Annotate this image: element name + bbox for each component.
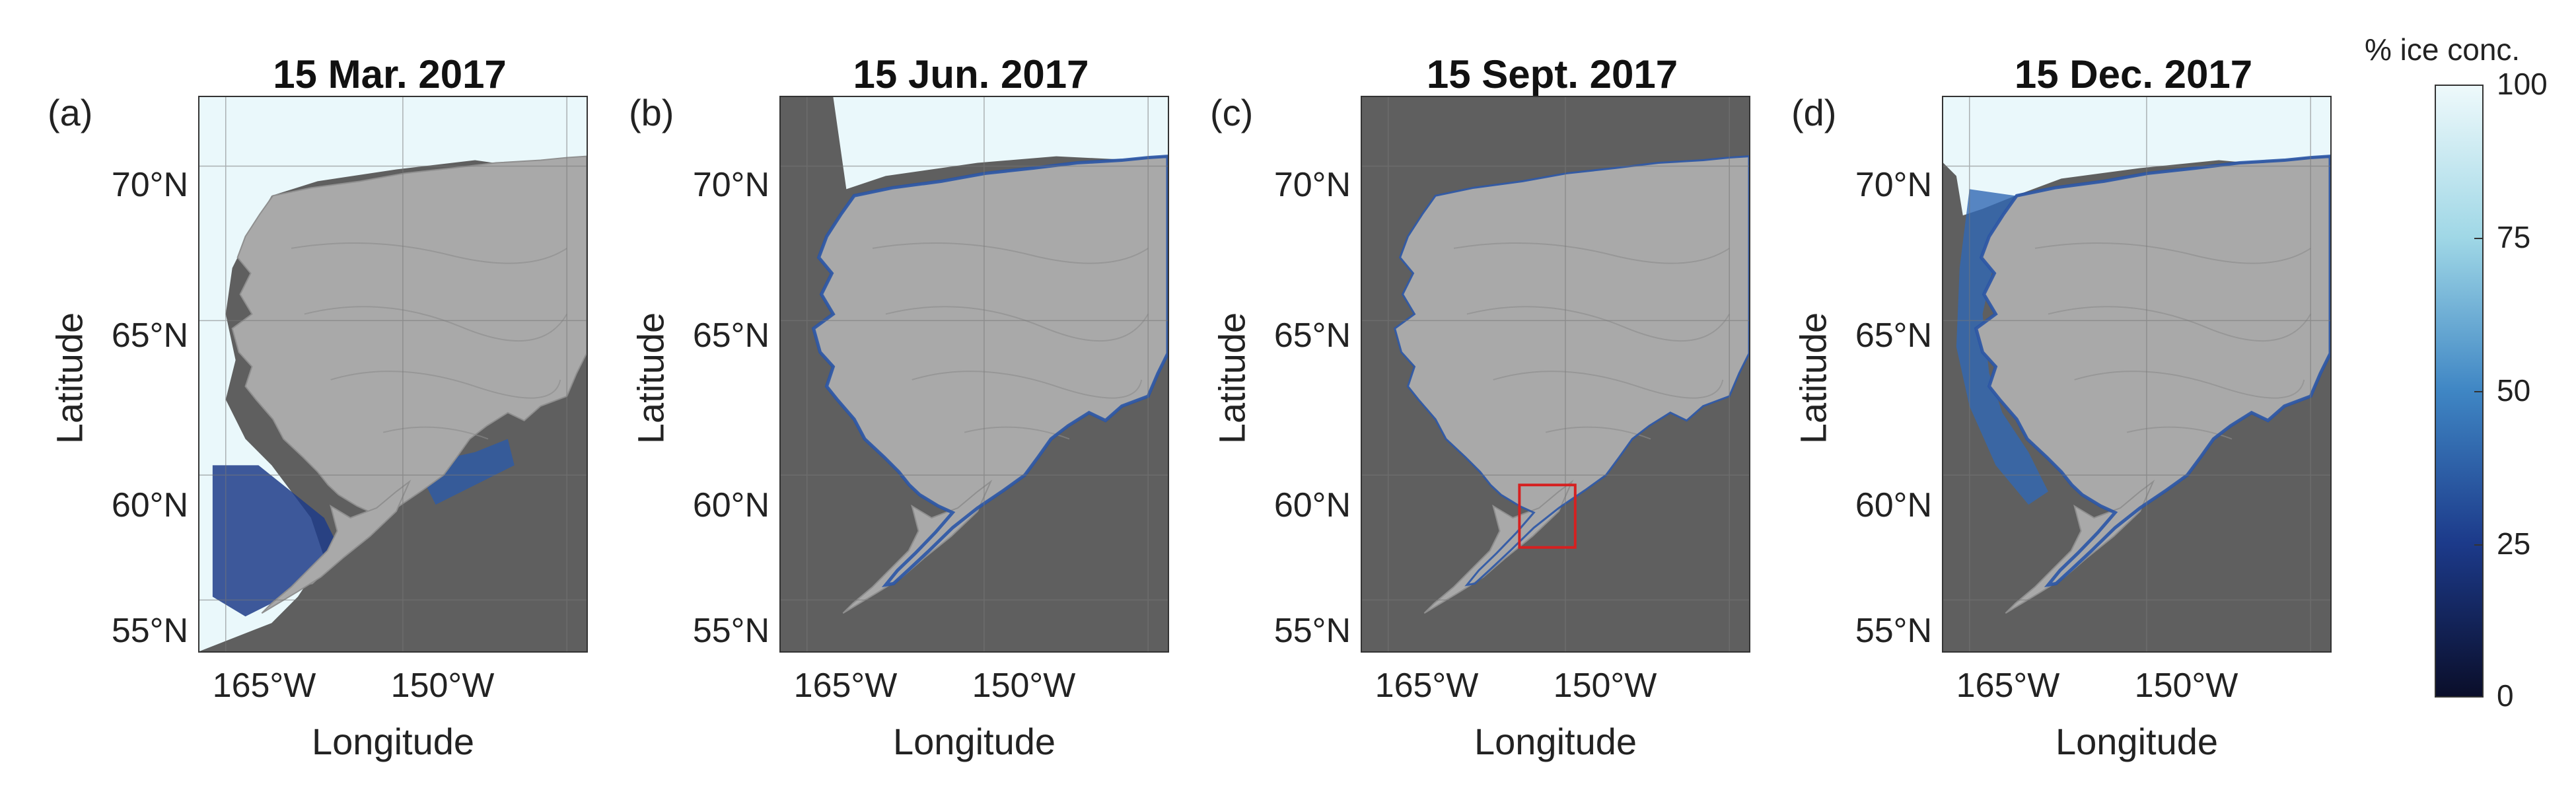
panel-d: (d) 15 Dec. 2017 70°N 65°N 60°N 55°N Lat… [1744,0,2332,790]
map-image [781,97,1168,651]
panel-title: 15 Sept. 2017 [1426,52,1678,96]
y-axis-label: Latitude [629,312,672,445]
lat-tick-65: 65°N [1855,316,1932,355]
colorbar-tick-label: 50 [2497,373,2531,408]
colorbar-tick-mark [2474,391,2484,392]
panel-letter: (a) [48,92,93,133]
lon-tick-150: 150°W [1553,666,1657,705]
graticule [1943,97,2330,651]
map-panel-d [1942,96,2332,653]
map-panel-c [1361,96,1750,653]
panel-title: 15 Mar. 2017 [273,52,507,96]
panel-title: 15 Dec. 2017 [2014,52,2253,96]
terrain-relief [291,242,568,440]
x-axis-label: Longitude [892,721,1055,762]
x-axis-label: Longitude [311,721,474,762]
panel-letter: (b) [629,92,674,133]
lat-tick-70: 70°N [692,166,769,204]
colorbar-tick-mark [2474,85,2484,86]
lat-tick-60: 60°N [692,486,769,524]
lon-tick-150: 150°W [972,666,1076,705]
colorbar-tick-mark [2474,696,2484,698]
y-axis-label: Latitude [48,312,90,445]
lat-tick-65: 65°N [1273,316,1351,355]
colorbar-tick-label: 25 [2497,526,2531,561]
panel-a: (a) 15 Mar. 2017 70°N 65°N 60°N 55°N Lat… [0,0,588,790]
y-axis-label: Latitude [1211,312,1253,445]
lat-tick-55: 55°N [692,612,769,650]
colorbar-tick-mark [2474,544,2484,546]
lat-tick-65: 65°N [692,316,769,355]
colorbar-tick-label: 100 [2497,67,2548,101]
ice-sheet [1943,97,2330,216]
map-image [1362,97,1749,651]
graticule [781,97,1168,651]
terrain-relief [872,242,1149,440]
panel-c: (c) 15 Sept. 2017 70°N 65°N 60°N 55°N La… [1163,0,1750,790]
lat-tick-55: 55°N [1273,612,1351,650]
y-axis-label: Latitude [1792,312,1834,445]
map-panel-a [198,96,588,653]
x-axis-label: Longitude [1474,721,1637,762]
colorbar-tick-label: 75 [2497,220,2531,254]
lon-tick-165: 165°W [1375,666,1479,705]
map-image [1943,97,2330,651]
lat-tick-55: 55°N [111,612,188,650]
lat-tick-70: 70°N [111,166,188,204]
panel-title: 15 Jun. 2017 [853,52,1089,96]
panel-b: (b) 15 Jun. 2017 70°N 65°N 60°N 55°N Lat… [581,0,1169,790]
lon-tick-165: 165°W [212,666,316,705]
lat-tick-60: 60°N [1855,486,1932,524]
x-axis-label: Longitude [2055,721,2218,762]
colorbar-tick-mark [2474,238,2484,239]
colorbar: % ice conc. 100 75 50 25 0 [2365,0,2576,790]
ice-edge-zone [415,439,515,505]
lat-tick-60: 60°N [1273,486,1351,524]
lat-tick-70: 70°N [1855,166,1932,204]
lat-tick-65: 65°N [111,316,188,355]
map-image [199,97,587,651]
aleutian-peninsula [261,480,411,614]
lon-tick-150: 150°W [2134,666,2238,705]
sea-ice-layer [1943,97,2330,505]
ice-edge-zone [1956,189,2048,505]
lon-tick-165: 165°W [793,666,898,705]
lat-tick-60: 60°N [111,486,188,524]
lat-tick-55: 55°N [1855,612,1932,650]
study-area-box [1518,484,1577,549]
graticule [1362,97,1749,651]
colorbar-title: % ice conc. [2365,32,2521,67]
terrain-relief [2034,242,2312,440]
colorbar-tick-label: 0 [2497,678,2514,713]
lon-tick-150: 150°W [390,666,495,705]
panel-letter: (c) [1210,92,1254,133]
graticule [199,97,587,651]
lat-tick-70: 70°N [1273,166,1351,204]
panel-letter: (d) [1791,92,1837,133]
map-panel-b [779,96,1169,653]
lon-tick-165: 165°W [1956,666,2060,705]
